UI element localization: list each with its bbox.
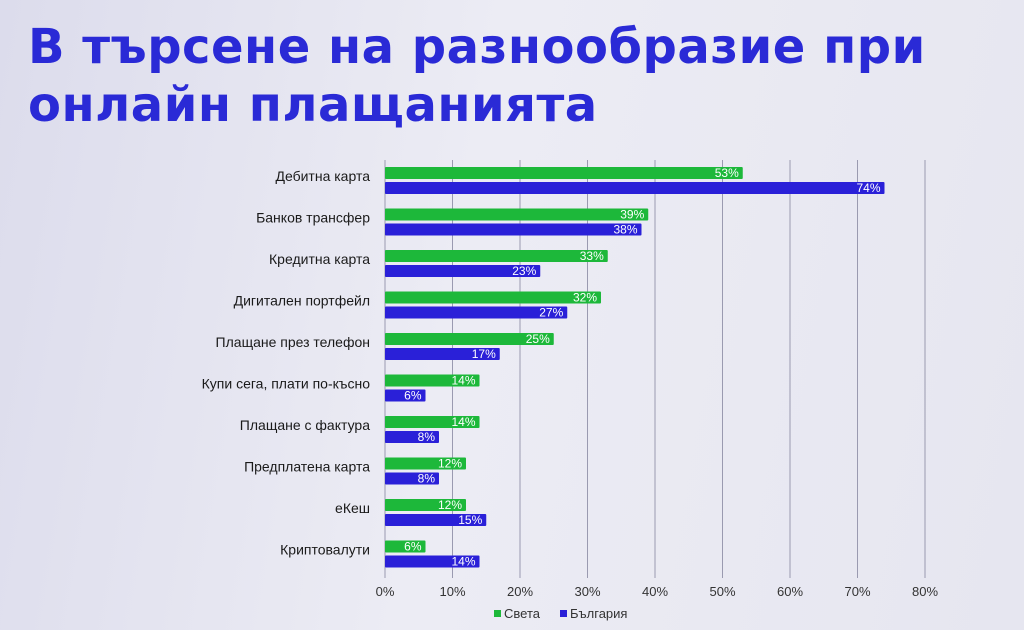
category-label: Плащане с фактура [240, 417, 370, 433]
bar-world [385, 540, 426, 553]
legend-label-bulgaria: България [570, 606, 627, 621]
x-tick-label: 30% [574, 584, 600, 599]
x-tick-label: 80% [912, 584, 938, 599]
bar-bulgaria [385, 265, 541, 277]
bars [385, 167, 885, 568]
slide-title-line2: онлайн плащанията [28, 77, 598, 133]
legend-swatch-bulgaria [560, 610, 567, 617]
category-label: Криптовалути [280, 542, 370, 558]
value-label-world: 14% [451, 374, 475, 388]
value-label-world: 33% [580, 249, 604, 263]
x-tick-label: 40% [642, 584, 668, 599]
bar-bulgaria [385, 555, 480, 568]
bar-world [385, 208, 649, 221]
category-label: Дигитален портфейл [234, 293, 370, 309]
bar-world [385, 333, 554, 345]
bar-bulgaria [385, 182, 885, 194]
x-tick-label: 20% [507, 584, 533, 599]
legend-label-world: Света [504, 606, 541, 621]
value-label-bulgaria: 17% [472, 347, 496, 361]
legend-swatch-world [494, 610, 501, 617]
value-label-world: 53% [715, 166, 739, 180]
value-label-world: 14% [451, 415, 475, 429]
bar-bulgaria [385, 431, 439, 443]
bar-world [385, 167, 743, 179]
bar-bulgaria [385, 472, 439, 485]
value-label-world: 39% [620, 208, 644, 222]
category-label: Банков трансфер [256, 210, 370, 226]
value-label-bulgaria: 23% [512, 264, 536, 278]
category-label: Купи сега, плати по-късно [202, 376, 371, 392]
value-label-bulgaria: 27% [539, 306, 563, 320]
value-label-world: 12% [438, 457, 462, 471]
legend: Света България [494, 606, 627, 621]
bar-world [385, 374, 480, 387]
value-label-bulgaria: 6% [404, 389, 422, 403]
bar-bulgaria [385, 514, 487, 526]
value-label-world: 12% [438, 498, 462, 512]
slide-title-line1: В търсене на разнообразие при [28, 19, 926, 75]
x-tick-label: 10% [439, 584, 465, 599]
x-tick-label: 0% [376, 584, 395, 599]
value-label-world: 25% [526, 332, 550, 346]
slide-title: В търсене на разнообразие при онлайн пла… [28, 18, 1018, 134]
bar-world [385, 416, 480, 428]
bar-world [385, 457, 466, 470]
labels: 0% 10% 20% 30% 40% 50% 60% 70% 80% Дебитна карта 5… [202, 166, 939, 599]
bar-world [385, 291, 601, 304]
x-tick-label: 50% [709, 584, 735, 599]
bar-bulgaria [385, 348, 500, 360]
value-label-world: 32% [573, 291, 597, 305]
bar-bulgaria [385, 306, 568, 319]
bar-bulgaria [385, 389, 426, 402]
category-label: Кредитна карта [269, 251, 370, 267]
bar-world [385, 499, 466, 511]
value-label-bulgaria: 8% [418, 430, 436, 444]
bar-bulgaria [385, 223, 642, 236]
category-label: Предплатена карта [244, 459, 370, 475]
value-label-world: 6% [404, 540, 422, 554]
value-label-bulgaria: 15% [458, 513, 482, 527]
x-tick-label: 60% [777, 584, 803, 599]
category-label: Плащане през телефон [216, 334, 370, 350]
value-label-bulgaria: 14% [451, 555, 475, 569]
category-label: Дебитна карта [275, 168, 370, 184]
value-label-bulgaria: 8% [418, 472, 436, 486]
gridlines [384, 160, 926, 578]
bar-world [385, 250, 608, 262]
category-label: еКеш [335, 500, 370, 516]
x-tick-label: 70% [844, 584, 870, 599]
value-label-bulgaria: 38% [613, 223, 637, 237]
value-label-bulgaria: 74% [856, 181, 880, 195]
